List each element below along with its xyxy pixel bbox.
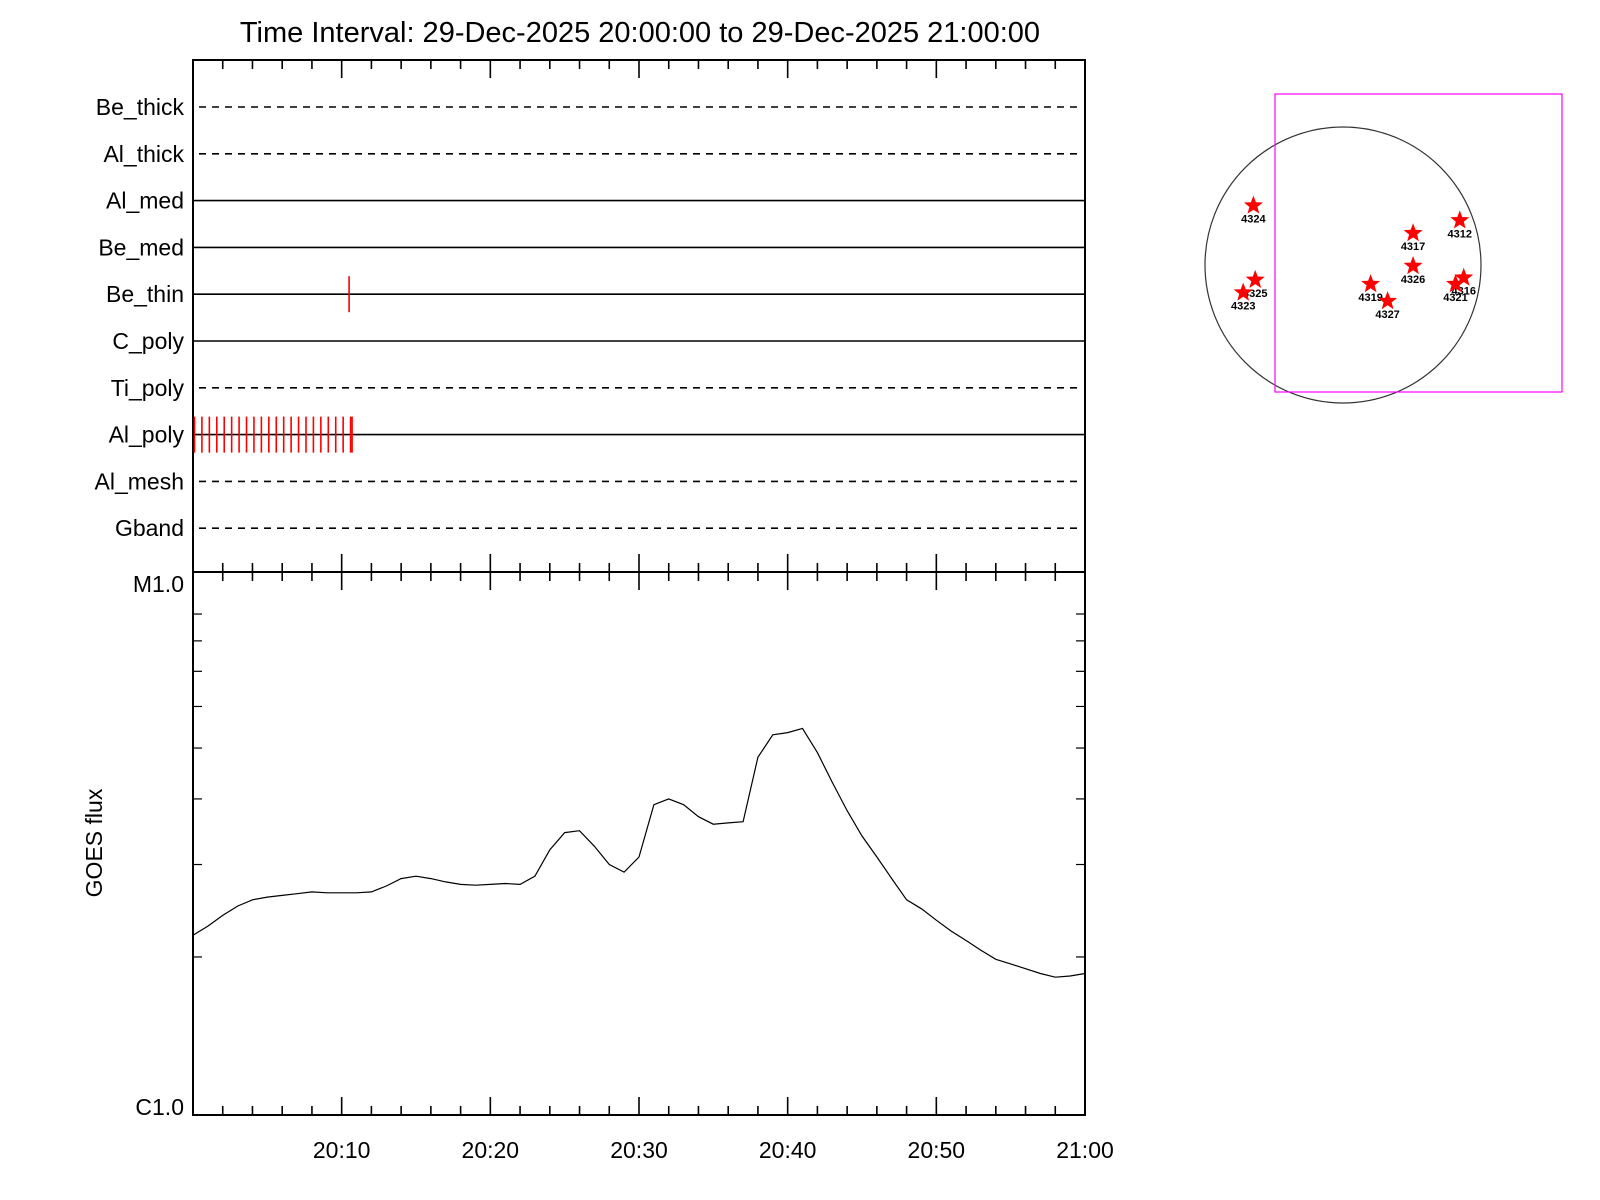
timeline-rows: Be_thick Al_thick Al_med Be_med Be_thin C_pol… (95, 94, 1085, 541)
active-region-star (1446, 274, 1465, 293)
xtick-label: 20:30 (610, 1137, 668, 1163)
filter-label: Be_thin (106, 281, 184, 307)
active-region-label: 4324 (1241, 214, 1266, 226)
active-region-star (1403, 223, 1423, 242)
xtick-label: 20:50 (908, 1137, 966, 1163)
active-region-label: 4312 (1448, 228, 1472, 240)
filter-label: Be_thick (96, 94, 185, 120)
active-region-label: 4321 (1443, 292, 1467, 304)
filter-label: Al_med (106, 188, 184, 214)
active-region-label: 4327 (1375, 309, 1399, 321)
flux-xtick-labels: 20:10 20:20 20:30 20:40 20:50 21:00 (313, 1137, 1114, 1163)
active-region-label: 4323 (1231, 301, 1255, 313)
flux-frame (192, 571, 1086, 1116)
active-region-star (1454, 267, 1474, 286)
active-region-star (1361, 274, 1381, 293)
figure-title: Time Interval: 29-Dec-2025 20:00:00 to 2… (240, 17, 1040, 49)
active-region-label: 4319 (1358, 292, 1382, 304)
active-region-star (1403, 256, 1423, 275)
active-region-star (1245, 269, 1265, 288)
goes-flux-line (192, 727, 1086, 978)
timeline-frame (192, 59, 1086, 573)
goes-flux-ylabel: GOES flux (81, 788, 107, 897)
filter-label: C_poly (112, 328, 184, 354)
timeline-ticks (192, 60, 1086, 572)
xtick-label: 20:40 (759, 1137, 817, 1163)
fov-box (1274, 93, 1563, 393)
active-region-star (1233, 282, 1253, 301)
solar-disk (1204, 126, 1482, 404)
active-region-star (1378, 291, 1398, 310)
filter-label: Ti_poly (111, 375, 185, 401)
filter-timeline-panel: Be_thick Al_thick Al_med Be_med Be_thin C_pol… (95, 59, 1086, 573)
active-region-label: 4317 (1401, 241, 1425, 253)
xtick-label: 20:10 (313, 1137, 371, 1163)
filter-label: Gband (115, 515, 184, 541)
filter-label: Al_thick (103, 141, 184, 167)
xtick-label: 20:20 (462, 1137, 520, 1163)
filter-label: Al_mesh (95, 468, 184, 494)
flux-ticks (192, 572, 1086, 1115)
goes-flux-panel: GOES flux M1.0 C1.0 20:10 20:20 20:30 20:40… (81, 571, 1114, 1163)
xtick-label: 21:00 (1056, 1137, 1114, 1163)
filter-label: Al_poly (109, 422, 185, 448)
ytick-label-bottom: C1.0 (135, 1094, 184, 1120)
filter-label: Be_med (98, 234, 184, 260)
active-region-star (1243, 195, 1263, 214)
ytick-label-top: M1.0 (133, 571, 184, 597)
active-region-star (1450, 210, 1470, 229)
active-region-label: 4326 (1401, 274, 1425, 286)
